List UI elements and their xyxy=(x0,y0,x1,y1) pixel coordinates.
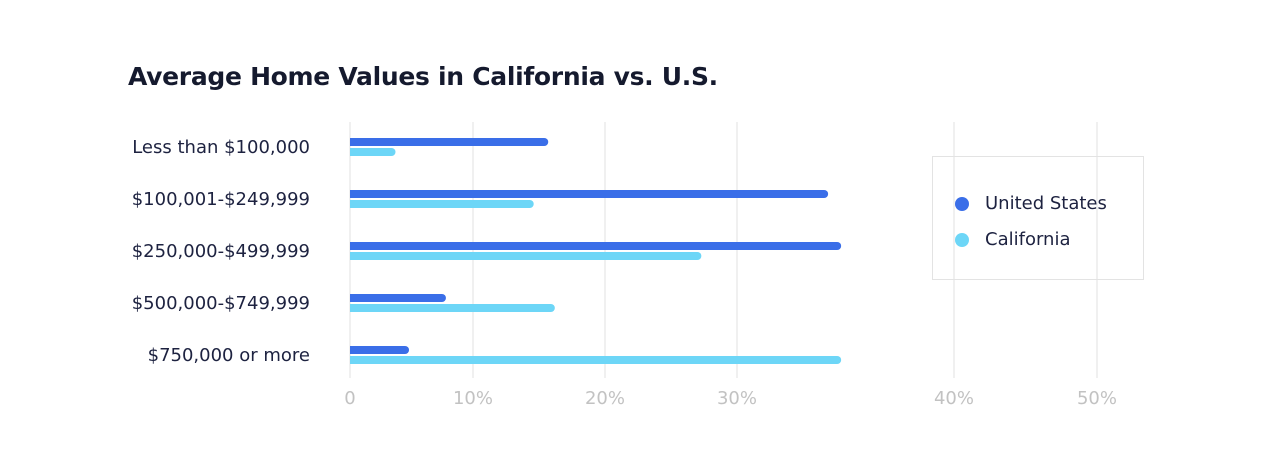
bar-base xyxy=(350,252,356,260)
x-tick-label: 40% xyxy=(934,388,974,409)
legend-dot-icon xyxy=(955,232,969,247)
legend-item-california: California xyxy=(955,229,1070,250)
chart-title: Average Home Values in California vs. U.… xyxy=(128,62,718,91)
bar-california xyxy=(350,356,842,364)
legend: United States California xyxy=(932,156,1144,280)
legend-dot-icon xyxy=(955,196,969,211)
x-tick-label: 10% xyxy=(453,388,493,409)
legend-label: United States xyxy=(985,193,1107,214)
bar-california xyxy=(350,304,555,312)
bar-united-states xyxy=(350,346,410,354)
bar-base xyxy=(350,356,356,364)
category-label: $100,001-$249,999 xyxy=(132,189,310,210)
category-label: Less than $100,000 xyxy=(132,137,310,158)
bar-united-states xyxy=(350,138,549,146)
category-label: $750,000 or more xyxy=(148,345,310,366)
bar-base xyxy=(350,138,356,146)
category-label: $250,000-$499,999 xyxy=(132,241,310,262)
x-tick-label: 0 xyxy=(344,388,355,409)
x-tick-label: 20% xyxy=(585,388,625,409)
bar-base xyxy=(350,148,356,156)
legend-label: California xyxy=(985,229,1071,250)
x-tick-label: 30% xyxy=(717,388,757,409)
bar-united-states xyxy=(350,190,829,198)
bar-united-states xyxy=(350,294,446,302)
bar-united-states xyxy=(350,242,842,250)
bar-base xyxy=(350,346,356,354)
bar-california xyxy=(350,200,534,208)
category-label: $500,000-$749,999 xyxy=(132,293,310,314)
bar-base xyxy=(350,294,356,302)
legend-item-united-states: United States xyxy=(955,193,1107,214)
bar-base xyxy=(350,190,356,198)
bar-base xyxy=(350,200,356,208)
x-tick-label: 50% xyxy=(1077,388,1117,409)
bar-california xyxy=(350,252,702,260)
bar-base xyxy=(350,304,356,312)
bar-california xyxy=(350,148,396,156)
bar-base xyxy=(350,242,356,250)
